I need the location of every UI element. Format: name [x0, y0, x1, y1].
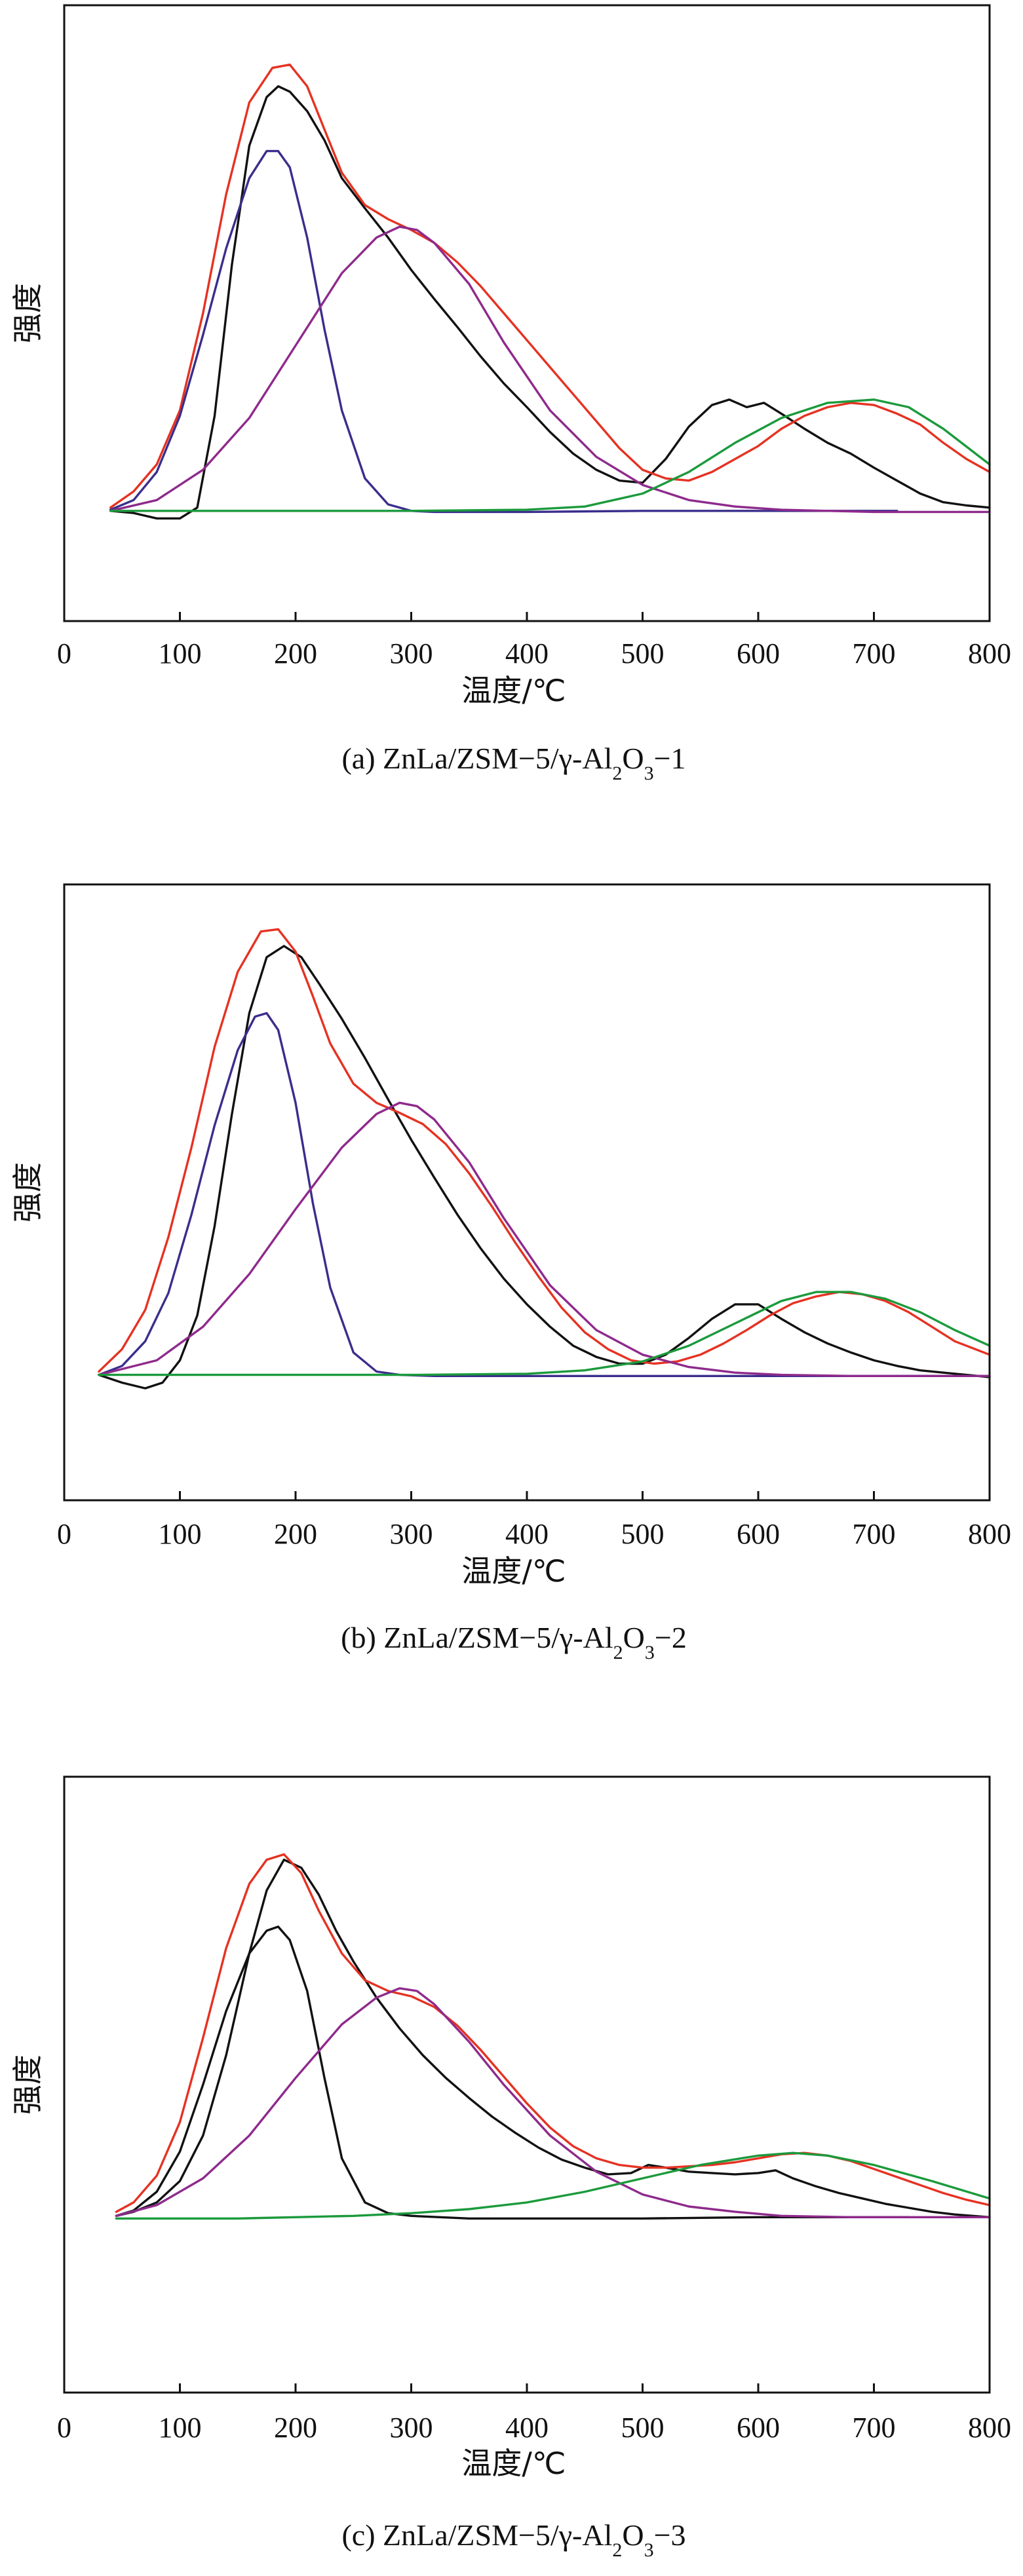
panel-c-x-tick-label: 0	[57, 2412, 71, 2444]
panel-c-caption: (c) ZnLa/ZSM−5/γ-Al2O3−3	[341, 2518, 685, 2561]
panel-b-x-tick-label: 200	[274, 1518, 317, 1550]
panel-b-x-tick-label: 400	[505, 1518, 549, 1550]
panel-c-fitted-total-curve	[115, 1853, 991, 2213]
panel-c-x-tick-label: 700	[853, 2412, 896, 2444]
panel-b-measured-curve	[98, 945, 991, 1390]
panel-c-x-tick-label: 200	[274, 2412, 317, 2444]
panel-b-x-tick-label: 700	[853, 1518, 896, 1550]
panel-c-high-temp-peak	[115, 2151, 991, 2220]
panel-b-high-temp-peak	[98, 1291, 991, 1376]
panel-a-mid-temp-peak	[109, 225, 991, 514]
panel-b-fitted-total-curve	[98, 928, 991, 1373]
panel-c-x-tick-label: 400	[505, 2412, 549, 2444]
panel-c-x-axis-title: 温度/℃	[461, 2446, 566, 2481]
panel-b: 0 100 200 300 400 500 600 700 800 温度/℃ 强度 (b) ZnLa/…	[10, 883, 1011, 1663]
panel-a-x-axis-title: 温度/℃	[461, 673, 566, 708]
panel-a-high-temp-peak	[109, 398, 991, 512]
panel-c-x-tick-label: 600	[737, 2412, 780, 2444]
panel-a-low-temp-peak	[109, 149, 898, 514]
panel-a-x-tick-label: 200	[274, 637, 317, 670]
panel-a-x-tick-label: 300	[390, 637, 433, 670]
panel-a-x-tick-label: 0	[57, 637, 71, 670]
panel-a-caption: (a) ZnLa/ZSM−5/γ-Al2O3−1	[341, 742, 685, 784]
panel-b-x-tick-label: 0	[57, 1518, 71, 1550]
panel-c: 0 100 200 300 400 500 600 700 800 温度/℃ 强度 (c) ZnLa/…	[10, 1775, 1011, 2561]
panel-c-x-tick-label: 500	[621, 2412, 665, 2444]
panel-c-x-tick-label: 100	[159, 2412, 202, 2444]
panel-c-y-axis-title: 强度	[10, 2055, 45, 2115]
panel-a-fitted-total-curve	[109, 64, 991, 509]
panel-a-x-tick-label: 400	[505, 637, 549, 670]
panel-c-x-tick-label: 300	[390, 2412, 433, 2444]
panel-b-x-tick-label: 100	[159, 1518, 202, 1550]
panel-c-mid-temp-peak	[115, 1987, 991, 2218]
panel-c-x-tick-label: 800	[968, 2412, 1011, 2444]
panel-b-x-tick-label: 500	[621, 1518, 665, 1550]
panel-a-x-tick-label: 100	[159, 637, 202, 670]
panel-a-measured-curve	[109, 85, 991, 520]
panel-c-measured-curve	[115, 1859, 991, 2218]
panel-a-x-tick-label: 600	[737, 637, 780, 670]
panel-b-mid-temp-peak	[98, 1101, 991, 1377]
panel-b-x-tick-label: 300	[390, 1518, 433, 1550]
panel-a-y-axis-title: 强度	[10, 283, 45, 343]
panel-a-x-tick-label: 800	[968, 637, 1011, 670]
panel-b-y-axis-title: 强度	[10, 1162, 45, 1222]
panel-b-x-axis-title: 温度/℃	[461, 1553, 566, 1589]
panel-b-x-tick-label: 600	[737, 1518, 780, 1550]
panel-a-x-tick-label: 700	[853, 637, 896, 670]
panel-b-plot-frame	[63, 883, 991, 1502]
panel-c-low-temp-peak	[115, 1925, 910, 2220]
panel-a: 0 100 200 300 400 500 600 700 800 温度/℃ 强度 (a) ZnLa/…	[10, 4, 1011, 784]
panel-b-caption: (b) ZnLa/ZSM−5/γ-Al2O3−2	[341, 1621, 687, 1663]
panel-b-x-tick-label: 800	[968, 1518, 1011, 1550]
panel-b-low-temp-peak	[98, 1012, 991, 1377]
panel-a-x-tick-label: 500	[621, 637, 665, 670]
